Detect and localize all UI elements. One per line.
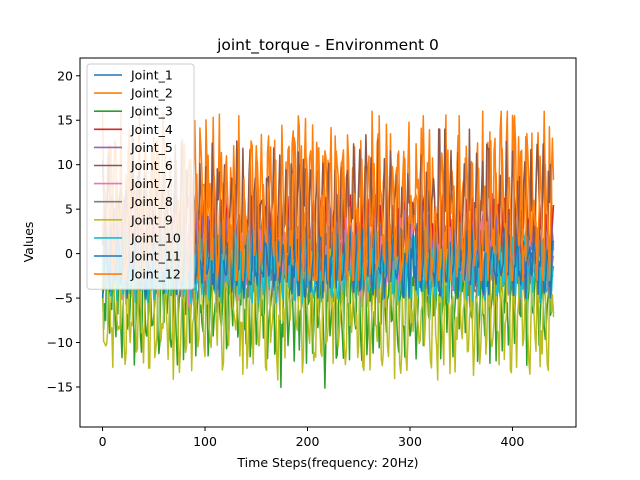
legend-label: Joint_2 xyxy=(130,86,173,101)
x-axis-ticks: 0 100 200 300 400 xyxy=(99,427,525,449)
x-tick-label: 300 xyxy=(398,434,422,449)
y-tick-label: 15 xyxy=(57,113,73,128)
x-axis-label: Time Steps(frequency: 20Hz) xyxy=(236,455,418,470)
legend-label: Joint_6 xyxy=(130,158,173,173)
legend-label: Joint_5 xyxy=(130,140,173,155)
y-tick-label: 0 xyxy=(65,246,73,261)
legend-label: Joint_11 xyxy=(130,249,181,264)
legend-label: Joint_4 xyxy=(130,122,173,137)
legend-label: Joint_12 xyxy=(130,267,181,282)
y-tick-label: 20 xyxy=(57,68,73,83)
x-tick-label: 200 xyxy=(296,434,320,449)
x-tick-label: 0 xyxy=(99,434,107,449)
y-tick-label: 5 xyxy=(65,202,73,217)
y-tick-label: −5 xyxy=(55,291,73,306)
x-tick-label: 100 xyxy=(193,434,217,449)
legend-label: Joint_8 xyxy=(130,194,173,209)
legend-label: Joint_10 xyxy=(130,230,181,245)
legend: Joint_1 Joint_2 Joint_3 Joint_4 Joint_5 Joint… xyxy=(86,63,195,290)
x-tick-label: 400 xyxy=(501,434,525,449)
legend-box xyxy=(86,63,195,290)
plot-frame xyxy=(79,57,577,428)
y-tick-label: 10 xyxy=(57,157,73,172)
legend-label: Joint_9 xyxy=(130,212,173,227)
y-axis-ticks: −15 −10 −5 0 5 10 15 20 xyxy=(47,68,80,394)
legend-label: Joint_1 xyxy=(130,68,173,83)
y-tick-label: −10 xyxy=(47,335,73,350)
legend-label: Joint_3 xyxy=(130,104,173,119)
y-axis-label: Values xyxy=(21,222,36,263)
chart-title: joint_torque - Environment 0 xyxy=(216,36,439,55)
legend-label: Joint_7 xyxy=(130,176,173,191)
y-tick-label: −15 xyxy=(47,379,73,394)
